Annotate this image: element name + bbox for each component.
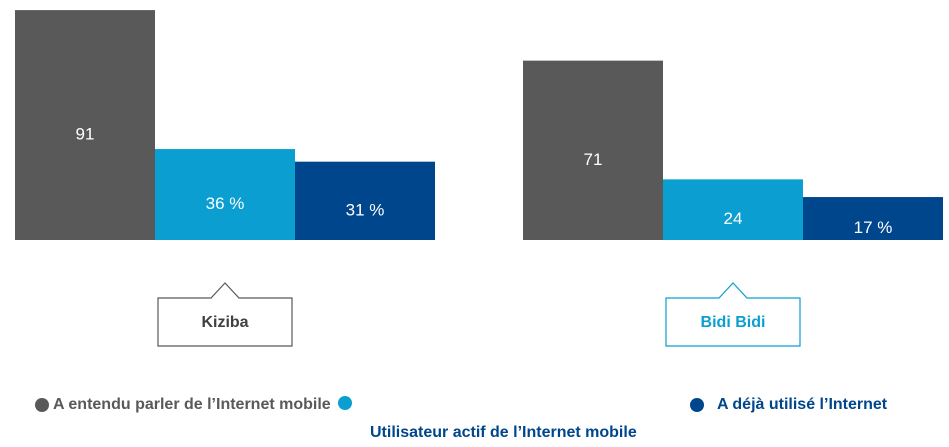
value-label: 36 % [206, 194, 245, 213]
legend-label: Utilisateur actif de l’Internet mobile [370, 424, 637, 441]
category-label: Kiziba [201, 314, 248, 331]
value-label: 17 % [854, 218, 893, 237]
category-box [665, 282, 801, 347]
value-label: 71 [584, 150, 603, 169]
bar [663, 179, 803, 240]
value-label: 91 [76, 125, 95, 144]
bar [523, 60, 663, 241]
bar [155, 149, 295, 240]
category-label: Bidi Bidi [701, 314, 766, 331]
value-label: 24 [724, 209, 743, 228]
legend-marker [338, 396, 352, 410]
legend-marker [35, 398, 49, 412]
value-label: 31 % [346, 200, 385, 219]
legend-label: A entendu parler de l’Internet mobile [53, 396, 331, 413]
category-box [157, 282, 293, 347]
bar [15, 10, 155, 241]
legend-marker [690, 398, 704, 412]
bar [803, 197, 943, 240]
legend-label: A déjà utilisé l’Internet [717, 396, 888, 413]
bar [295, 161, 435, 240]
